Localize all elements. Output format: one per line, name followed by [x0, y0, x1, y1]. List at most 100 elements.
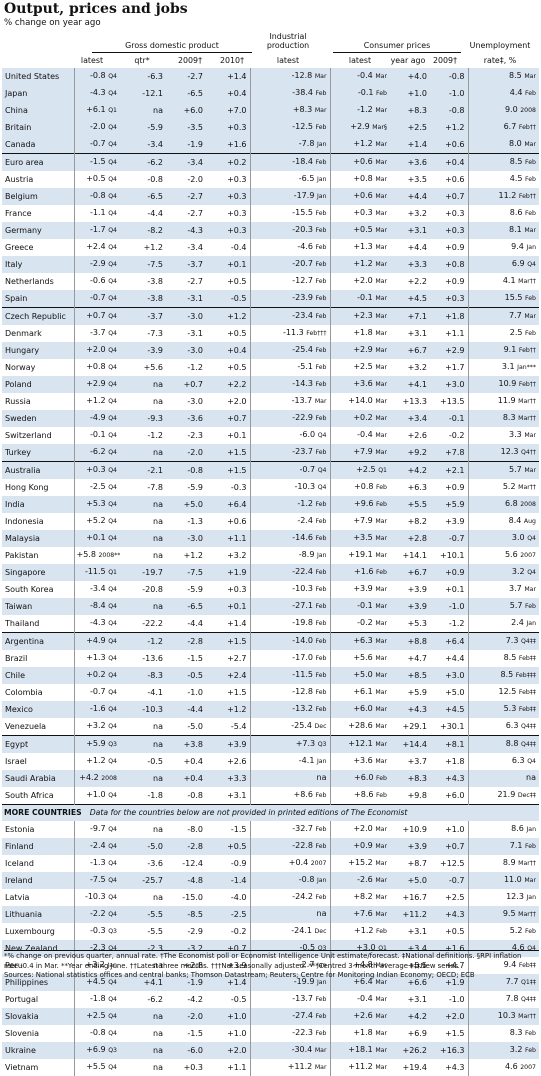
unemp-cell-period: Mar — [524, 586, 536, 593]
unemp-cell-value: 5.2 — [502, 482, 516, 491]
country-cell-value: Saudi Arabia — [5, 773, 56, 783]
unemp-cell: 11.9 Mar†† — [468, 393, 539, 410]
cp-latest-cell-value: +2.0 — [353, 276, 373, 285]
cp-latest-cell-value: +6.0 — [353, 704, 373, 713]
gdp-latest-cell-value: -4.3 — [90, 88, 106, 97]
gdp-qtr-cell-value: -3.8 — [147, 276, 163, 286]
unemp-cell-value: 9.4 — [511, 242, 524, 251]
gdp-latest-cell-period: Jan — [107, 962, 117, 970]
cp-2009-cell-value: +4.3 — [445, 1062, 465, 1072]
gdp-2010-cell: -1.5 — [206, 821, 251, 839]
cp-latest-cell: +0.8 Feb — [330, 479, 390, 496]
gdp-latest-cell-value: +0.2 — [86, 670, 106, 679]
cp-2009-cell-value: +1.7 — [445, 362, 465, 372]
cp-2009-cell: +0.3 — [430, 205, 469, 222]
gdp-2009-cell: +0.7 — [166, 376, 206, 393]
table-row: Indonesia +5.2 Q4 na -1.3 +0.6 -2.4 Feb +7.9 M… — [2, 513, 539, 530]
cp-year-ago-cell: +5.3 — [390, 615, 430, 633]
cp-latest-header: latest — [348, 56, 372, 65]
country-cell-value: Philippines — [5, 977, 49, 987]
gdp-latest-cell-period: Q4 — [108, 330, 117, 337]
gdp-latest-cell: -0.1 Q4 — [74, 427, 120, 444]
country-cell-value: Egypt — [5, 739, 29, 749]
cp-year-ago-cell-value: +5.0 — [407, 875, 427, 885]
cp-latest-cell: +1.2 Feb — [330, 923, 390, 940]
country-cell: India — [2, 496, 75, 513]
gdp-qtr-cell-value: -4.1 — [147, 687, 163, 697]
gdp-2010-cell-value: +0.5 — [227, 328, 247, 338]
cp-latest-cell: +14.0 Mar — [330, 393, 390, 410]
cp-year-ago-cell-value: +8.2 — [407, 516, 427, 526]
gdp-qtr-cell: na — [120, 393, 166, 410]
gdp-qtr-cell-value: na — [153, 550, 163, 560]
cp-year-ago-cell-value: +8.3 — [407, 773, 427, 783]
cp-2009-cell-value: +12.5 — [439, 858, 465, 868]
gdp-latest-cell: -2.0 Q4 — [74, 119, 120, 136]
ip-latest-cell-period: Feb — [315, 638, 327, 645]
gdp-2010-cell: +2.0 — [206, 1042, 251, 1060]
cp-latest-cell-value: -2.6 — [357, 875, 373, 885]
gdp-latest-cell-period: Q4 — [108, 484, 117, 491]
gdp-2009-cell-value: +0.7 — [183, 379, 203, 389]
cp-latest-cell-value: +6.1 — [353, 687, 373, 696]
gdp-latest-cell-period: Q4 — [108, 1013, 117, 1021]
ip-latest-cell: -2.7 Jan — [250, 957, 331, 975]
cp-latest-cell: +0.6 Mar — [330, 153, 390, 171]
unemp-cell: 12.3 Jan — [468, 889, 539, 906]
gdp-latest-cell-period: Q4 — [108, 860, 117, 868]
ip-latest-cell-value: -13.2 — [292, 704, 313, 713]
cp-year-ago-cell-value: +11.2 — [402, 909, 427, 919]
gdp-latest-cell-value: +6.9 — [86, 1045, 106, 1055]
cp-latest-cell-period: Mar — [375, 347, 387, 354]
unemp-cell: 8.3 Feb — [468, 1025, 539, 1042]
gdp-qtr-cell-value: na — [153, 1011, 163, 1021]
gdp-latest-cell: -1.8 Q4 — [74, 991, 120, 1008]
cp-latest-cell: +8.6 Feb — [330, 787, 390, 805]
gdp-qtr-cell-value: -10.3 — [142, 704, 163, 714]
gdp-latest-cell-value: +0.3 — [86, 465, 106, 474]
table-row: Estonia -9.7 Q4 na -8.0 -1.5 -32.7 Feb +2.0 Ma… — [2, 821, 539, 839]
unemp-cell: 12.5 Feb‡‡ — [468, 684, 539, 701]
gdp-qtr-cell-value: na — [153, 824, 163, 834]
cp-2009-cell: -0.7 — [430, 530, 469, 547]
cp-2009-cell: +0.7 — [430, 838, 469, 856]
gdp-qtr-cell: -6.2 — [120, 153, 166, 171]
gdp-latest-cell-value: -0.8 — [90, 191, 106, 200]
cp-2009-cell-value: -0.7 — [448, 533, 465, 543]
cp-2009-cell: +1.1 — [430, 325, 469, 342]
table-row: Turkey -6.2 Q4 na -2.0 +1.5 -23.7 Feb +7.9 Mar… — [2, 444, 539, 462]
gdp-2010-cell: +1.6 — [206, 136, 251, 154]
gdp-2009-cell-value: -3.1 — [187, 328, 203, 338]
table-row: Finland -2.4 Q4 -5.0 -2.8 +0.5 -22.8 Feb +0.9 … — [2, 838, 539, 856]
ip-latest-cell-value: +8.3 — [292, 105, 313, 114]
gdp-latest-cell-value: +1.3 — [86, 653, 106, 662]
ip-latest-cell-period: Feb††† — [306, 330, 327, 337]
country-cell: Italy — [2, 256, 75, 273]
cp-latest-cell-value: +2.6 — [353, 1011, 373, 1021]
cp-year-ago-cell: +1.4 — [390, 136, 430, 154]
gdp-group-rule — [92, 52, 252, 53]
table-row: Belgium -0.8 Q4 -6.5 -2.7 +0.3 -17.9 Jan +0.6 … — [2, 188, 539, 205]
country-cell: Hungary — [2, 342, 75, 359]
gdp-qtr-cell: na — [120, 1059, 166, 1076]
gdp-qtr-cell: -7.8 — [120, 479, 166, 496]
gdp-2009-cell-value: +3.8 — [183, 739, 203, 749]
ip-latest-cell-value: -17.9 — [293, 191, 315, 200]
gdp-latest-cell: -1.6 Q4 — [74, 701, 120, 718]
ip-latest-cell-period: Feb — [315, 620, 327, 627]
cp-latest-cell-period: Mar — [375, 894, 387, 902]
cp-latest-cell: +3.9 Mar — [330, 581, 390, 598]
cp-year-ago-cell-value: +6.6 — [407, 977, 427, 987]
cp-latest-cell-period: Q1 — [378, 945, 387, 953]
gdp-latest-cell-period: Q4 — [108, 877, 117, 885]
country-cell-value: New Zealand — [5, 943, 58, 953]
gdp-latest-cell: +1.3 Q4 — [74, 650, 120, 667]
unemp-cell: 9.4 Jan — [468, 239, 539, 256]
gdp-qtr-cell: na — [120, 376, 166, 393]
gdp-qtr-cell: na — [120, 1008, 166, 1026]
gdp-2009-cell: -4.3 — [166, 222, 206, 239]
table-row: India +5.3 Q4 na +5.0 +6.4 -1.2 Feb +9.6 Feb +5… — [2, 496, 539, 513]
cp-year-ago-cell-value: +3.7 — [407, 756, 427, 766]
country-cell: Poland — [2, 376, 75, 393]
gdp-latest-cell-period: Q4 — [108, 467, 117, 474]
